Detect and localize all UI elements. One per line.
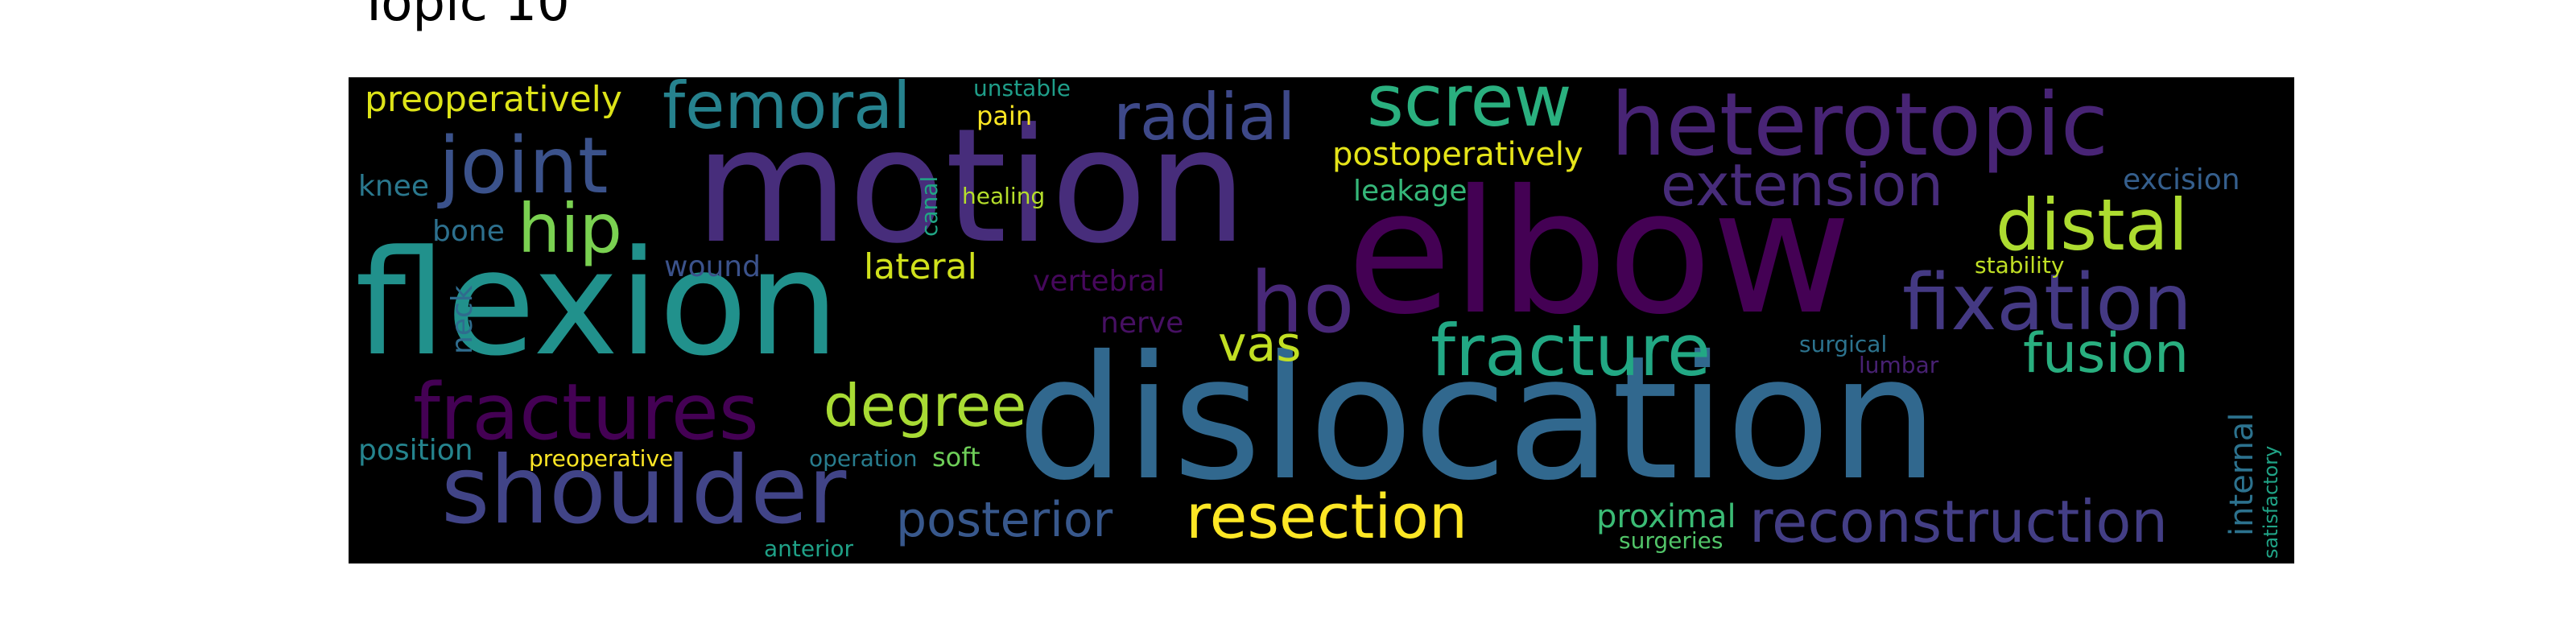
word-joint: joint bbox=[439, 121, 609, 211]
word-postoperatively: postoperatively bbox=[1332, 136, 1583, 173]
word-resection: resection bbox=[1186, 481, 1468, 552]
word-heterotopic: heterotopic bbox=[1611, 77, 2109, 175]
word-ho: ho bbox=[1250, 254, 1355, 352]
word-radial: radial bbox=[1113, 80, 1296, 155]
word-vas: vas bbox=[1218, 316, 1302, 373]
word-fractures: fractures bbox=[413, 367, 759, 457]
word-femoral: femoral bbox=[663, 77, 911, 143]
word-fixation: fixation bbox=[1902, 258, 2192, 348]
word-flexion: flexion bbox=[355, 220, 840, 388]
word-canal: canal bbox=[916, 175, 943, 237]
word-preoperatively: preoperatively bbox=[365, 79, 622, 120]
word-position: position bbox=[358, 434, 473, 467]
word-shoulder: shoulder bbox=[441, 436, 847, 545]
word-preoperative: preoperative bbox=[529, 445, 674, 472]
word-screw: screw bbox=[1367, 77, 1572, 142]
word-surgeries: surgeries bbox=[1619, 527, 1724, 554]
word-cloud: dislocation elbow motion flexion heterot… bbox=[349, 77, 2294, 564]
word-posterior: posterior bbox=[896, 492, 1113, 548]
word-soft: soft bbox=[932, 442, 980, 473]
word-dislocation: dislocation bbox=[1017, 319, 1939, 518]
word-anterior: anterior bbox=[764, 535, 854, 562]
word-bone: bone bbox=[432, 215, 505, 248]
word-leakage: leakage bbox=[1353, 175, 1468, 208]
word-nerve: nerve bbox=[1100, 307, 1184, 340]
word-operation: operation bbox=[809, 445, 918, 472]
word-fracture: fracture bbox=[1430, 309, 1711, 392]
word-satisfactory: satisfactory bbox=[2260, 445, 2282, 559]
word-internal: internal bbox=[2223, 412, 2260, 536]
word-distal: distal bbox=[1996, 184, 2189, 266]
chart-title: Topic 10 bbox=[358, 0, 570, 33]
word-motion: motion bbox=[695, 95, 1248, 279]
word-fusion: fusion bbox=[2023, 322, 2190, 386]
word-wound: wound bbox=[664, 250, 761, 283]
word-healing: healing bbox=[962, 183, 1046, 209]
word-hip: hip bbox=[518, 189, 622, 268]
word-elbow: elbow bbox=[1347, 153, 1852, 352]
word-degree: degree bbox=[824, 372, 1027, 440]
word-excision: excision bbox=[2123, 163, 2240, 196]
word-stability: stability bbox=[1975, 252, 2065, 279]
word-reconstruction: reconstruction bbox=[1749, 488, 2169, 555]
word-neck: neck bbox=[446, 285, 479, 354]
word-extension: extension bbox=[1661, 151, 1943, 219]
word-knee: knee bbox=[358, 170, 429, 203]
word-lateral: lateral bbox=[864, 246, 977, 287]
word-pain: pain bbox=[976, 101, 1033, 131]
word-surgical: surgical bbox=[1799, 331, 1888, 357]
word-lumbar: lumbar bbox=[1859, 352, 1939, 378]
word-unstable: unstable bbox=[973, 77, 1071, 101]
word-vertebral: vertebral bbox=[1033, 265, 1166, 298]
word-proximal: proximal bbox=[1596, 498, 1736, 535]
